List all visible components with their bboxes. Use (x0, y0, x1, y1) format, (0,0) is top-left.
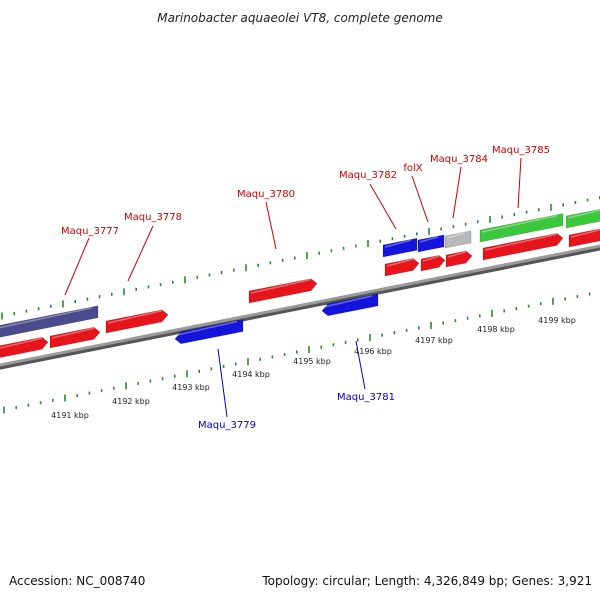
outer-tick-track (1, 196, 600, 320)
label-leader-lines (64, 157, 522, 418)
feature-fwd-right-4-highlight (484, 233, 558, 251)
feature-rna-right-edge-highlight (567, 209, 600, 219)
feature-rev-folx-highlight (419, 236, 439, 243)
feature-pseudo-maqu-3784-highlight (446, 232, 466, 239)
leader-maqu-3784 (452, 166, 462, 219)
feature-rna-maqu-3785-highlight (481, 214, 558, 233)
scale-label-4194: 4194 kbp (232, 370, 270, 379)
leader-folx (411, 175, 429, 223)
scale-label-4199: 4199 kbp (538, 316, 576, 325)
scale-label-4198: 4198 kbp (477, 325, 515, 334)
accession-text: Accession: NC_008740 (9, 574, 145, 588)
feature-fwd-right-4[interactable] (482, 233, 564, 261)
scale-label-4196: 4196 kbp (354, 347, 392, 356)
feature-rev-maqu-3779-highlight (176, 320, 238, 336)
gene-label-maqu-3779[interactable]: Maqu_3779 (198, 420, 256, 431)
scale-label-4195: 4195 kbp (293, 357, 331, 366)
feature-fwd-1[interactable] (0, 336, 49, 358)
feature-fwd-1-highlight (0, 337, 43, 349)
gene-label-maqu-3782[interactable]: Maqu_3782 (339, 170, 397, 181)
gene-label-folx[interactable]: folX (403, 163, 422, 174)
scale-label-4197: 4197 kbp (415, 336, 453, 345)
gene-label-maqu-3780[interactable]: Maqu_3780 (237, 189, 295, 200)
scale-label-4192: 4192 kbp (112, 397, 150, 406)
feature-rev-maqu-3782-highlight (384, 239, 412, 248)
feature-fwd-right-5[interactable] (568, 228, 600, 248)
gene-label-maqu-3781[interactable]: Maqu_3781 (337, 392, 395, 403)
feature-rev-maqu-3781[interactable] (321, 293, 379, 317)
leader-maqu-3778 (127, 225, 154, 282)
feature-rna-right-edge[interactable] (565, 208, 600, 229)
feature-fwd-maqu-3780-highlight (250, 278, 312, 294)
leader-maqu-3779 (217, 348, 228, 418)
feature-rev-maqu-3779[interactable] (174, 319, 244, 345)
feature-pseudo-maqu-3784[interactable] (444, 230, 472, 249)
feature-fwd-right-3[interactable] (445, 250, 473, 268)
feature-fwd-2[interactable] (49, 326, 101, 349)
leader-maqu-3781 (355, 340, 366, 390)
feature-rev-maqu-3782[interactable] (382, 237, 418, 258)
feature-dark-left-highlight (0, 307, 93, 329)
feature-fwd-right-5-highlight (570, 229, 600, 238)
gene-label-maqu-3784[interactable]: Maqu_3784 (430, 154, 488, 165)
leader-maqu-3785 (517, 157, 522, 209)
gene-label-maqu-3785[interactable]: Maqu_3785 (492, 145, 550, 156)
backbone (0, 244, 600, 367)
leader-maqu-3777 (64, 237, 90, 296)
scale-label-4193: 4193 kbp (172, 383, 210, 392)
feature-fwd-right-2[interactable] (420, 255, 446, 272)
genome-summary-text: Topology: circular; Length: 4,326,849 bp… (261, 574, 592, 588)
feature-fwd-right-1[interactable] (384, 258, 420, 277)
feature-fwd-2-highlight (51, 327, 95, 339)
feature-fwd-right-3-highlight (447, 251, 467, 258)
feature-fwd-right-1-highlight (386, 258, 414, 267)
feature-rev-maqu-3781-highlight (323, 295, 373, 308)
leader-maqu-3782 (369, 183, 397, 230)
map-title: Marinobacter aquaeolei VT8, complete gen… (157, 11, 443, 25)
feature-dark-left[interactable] (0, 305, 99, 338)
scale-label-4191: 4191 kbp (51, 411, 89, 420)
inner-tick-track (3, 292, 591, 414)
leader-maqu-3780 (265, 201, 277, 250)
feature-track (0, 208, 600, 358)
backbone-shadow (0, 245, 600, 370)
feature-rev-folx[interactable] (417, 234, 445, 253)
feature-fwd-maqu-3778[interactable] (105, 309, 169, 334)
feature-rna-maqu-3785[interactable] (479, 213, 564, 243)
feature-fwd-maqu-3780[interactable] (248, 278, 318, 304)
gene-label-maqu-3777[interactable]: Maqu_3777 (61, 226, 119, 237)
feature-fwd-maqu-3778-highlight (107, 309, 163, 324)
feature-fwd-right-2-highlight (422, 255, 440, 262)
gene-label-maqu-3778[interactable]: Maqu_3778 (124, 212, 182, 223)
